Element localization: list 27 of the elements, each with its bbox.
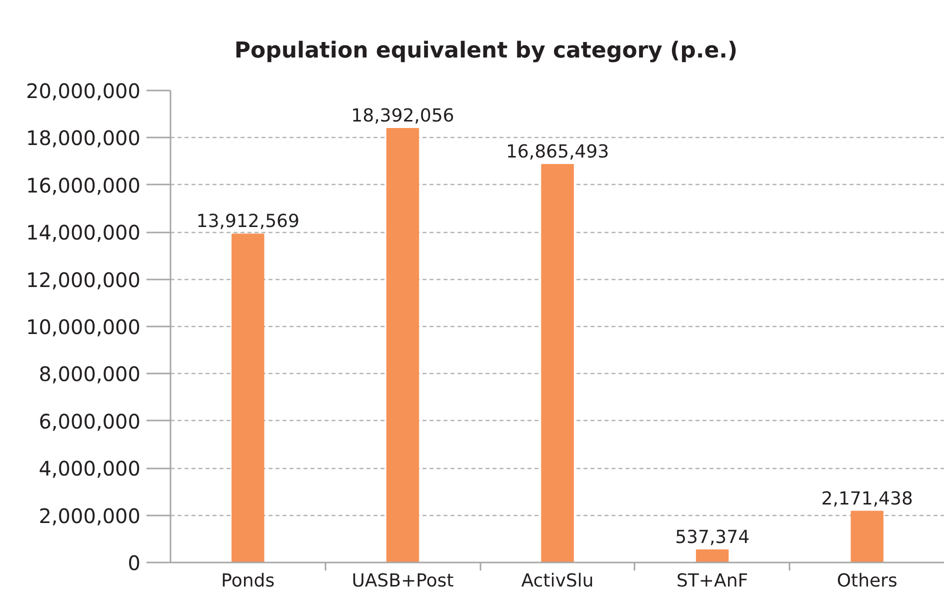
bar (386, 128, 420, 562)
y-tick-label: 6,000,000 (38, 409, 141, 434)
y-tick-label: 16,000,000 (26, 173, 141, 198)
y-tick-label: 12,000,000 (26, 268, 141, 292)
y-tick-label: 2,000,000 (38, 504, 141, 528)
bar (232, 234, 264, 562)
data-label: 537,374 (675, 526, 750, 548)
bar (696, 549, 729, 562)
y-tick-label: 4,000,000 (38, 456, 141, 481)
y-tick-label: 14,000,000 (26, 220, 141, 245)
x-tick-label: ActivSlu (521, 570, 594, 592)
data-label: 16,865,493 (506, 141, 610, 162)
x-tick-label: Others (836, 570, 898, 592)
chart-title: Population equivalent by category (p.e.) (234, 38, 738, 64)
bar (541, 164, 574, 562)
y-tick-label: 10,000,000 (26, 315, 141, 339)
x-tick-label: ST+AnF (676, 570, 748, 592)
x-tick-label: Ponds (221, 570, 275, 592)
data-label: 13,912,569 (196, 211, 300, 232)
x-tick-label: UASB+Post (352, 570, 454, 592)
y-tick-label: 0 (128, 551, 141, 575)
bar (850, 510, 884, 562)
y-tick-label: 8,000,000 (38, 362, 141, 386)
data-label: 2,171,438 (821, 488, 913, 510)
y-tick-label: 20,000,000 (26, 79, 141, 103)
data-label: 18,392,056 (351, 105, 454, 126)
y-tick-label: 18,000,000 (26, 126, 141, 150)
